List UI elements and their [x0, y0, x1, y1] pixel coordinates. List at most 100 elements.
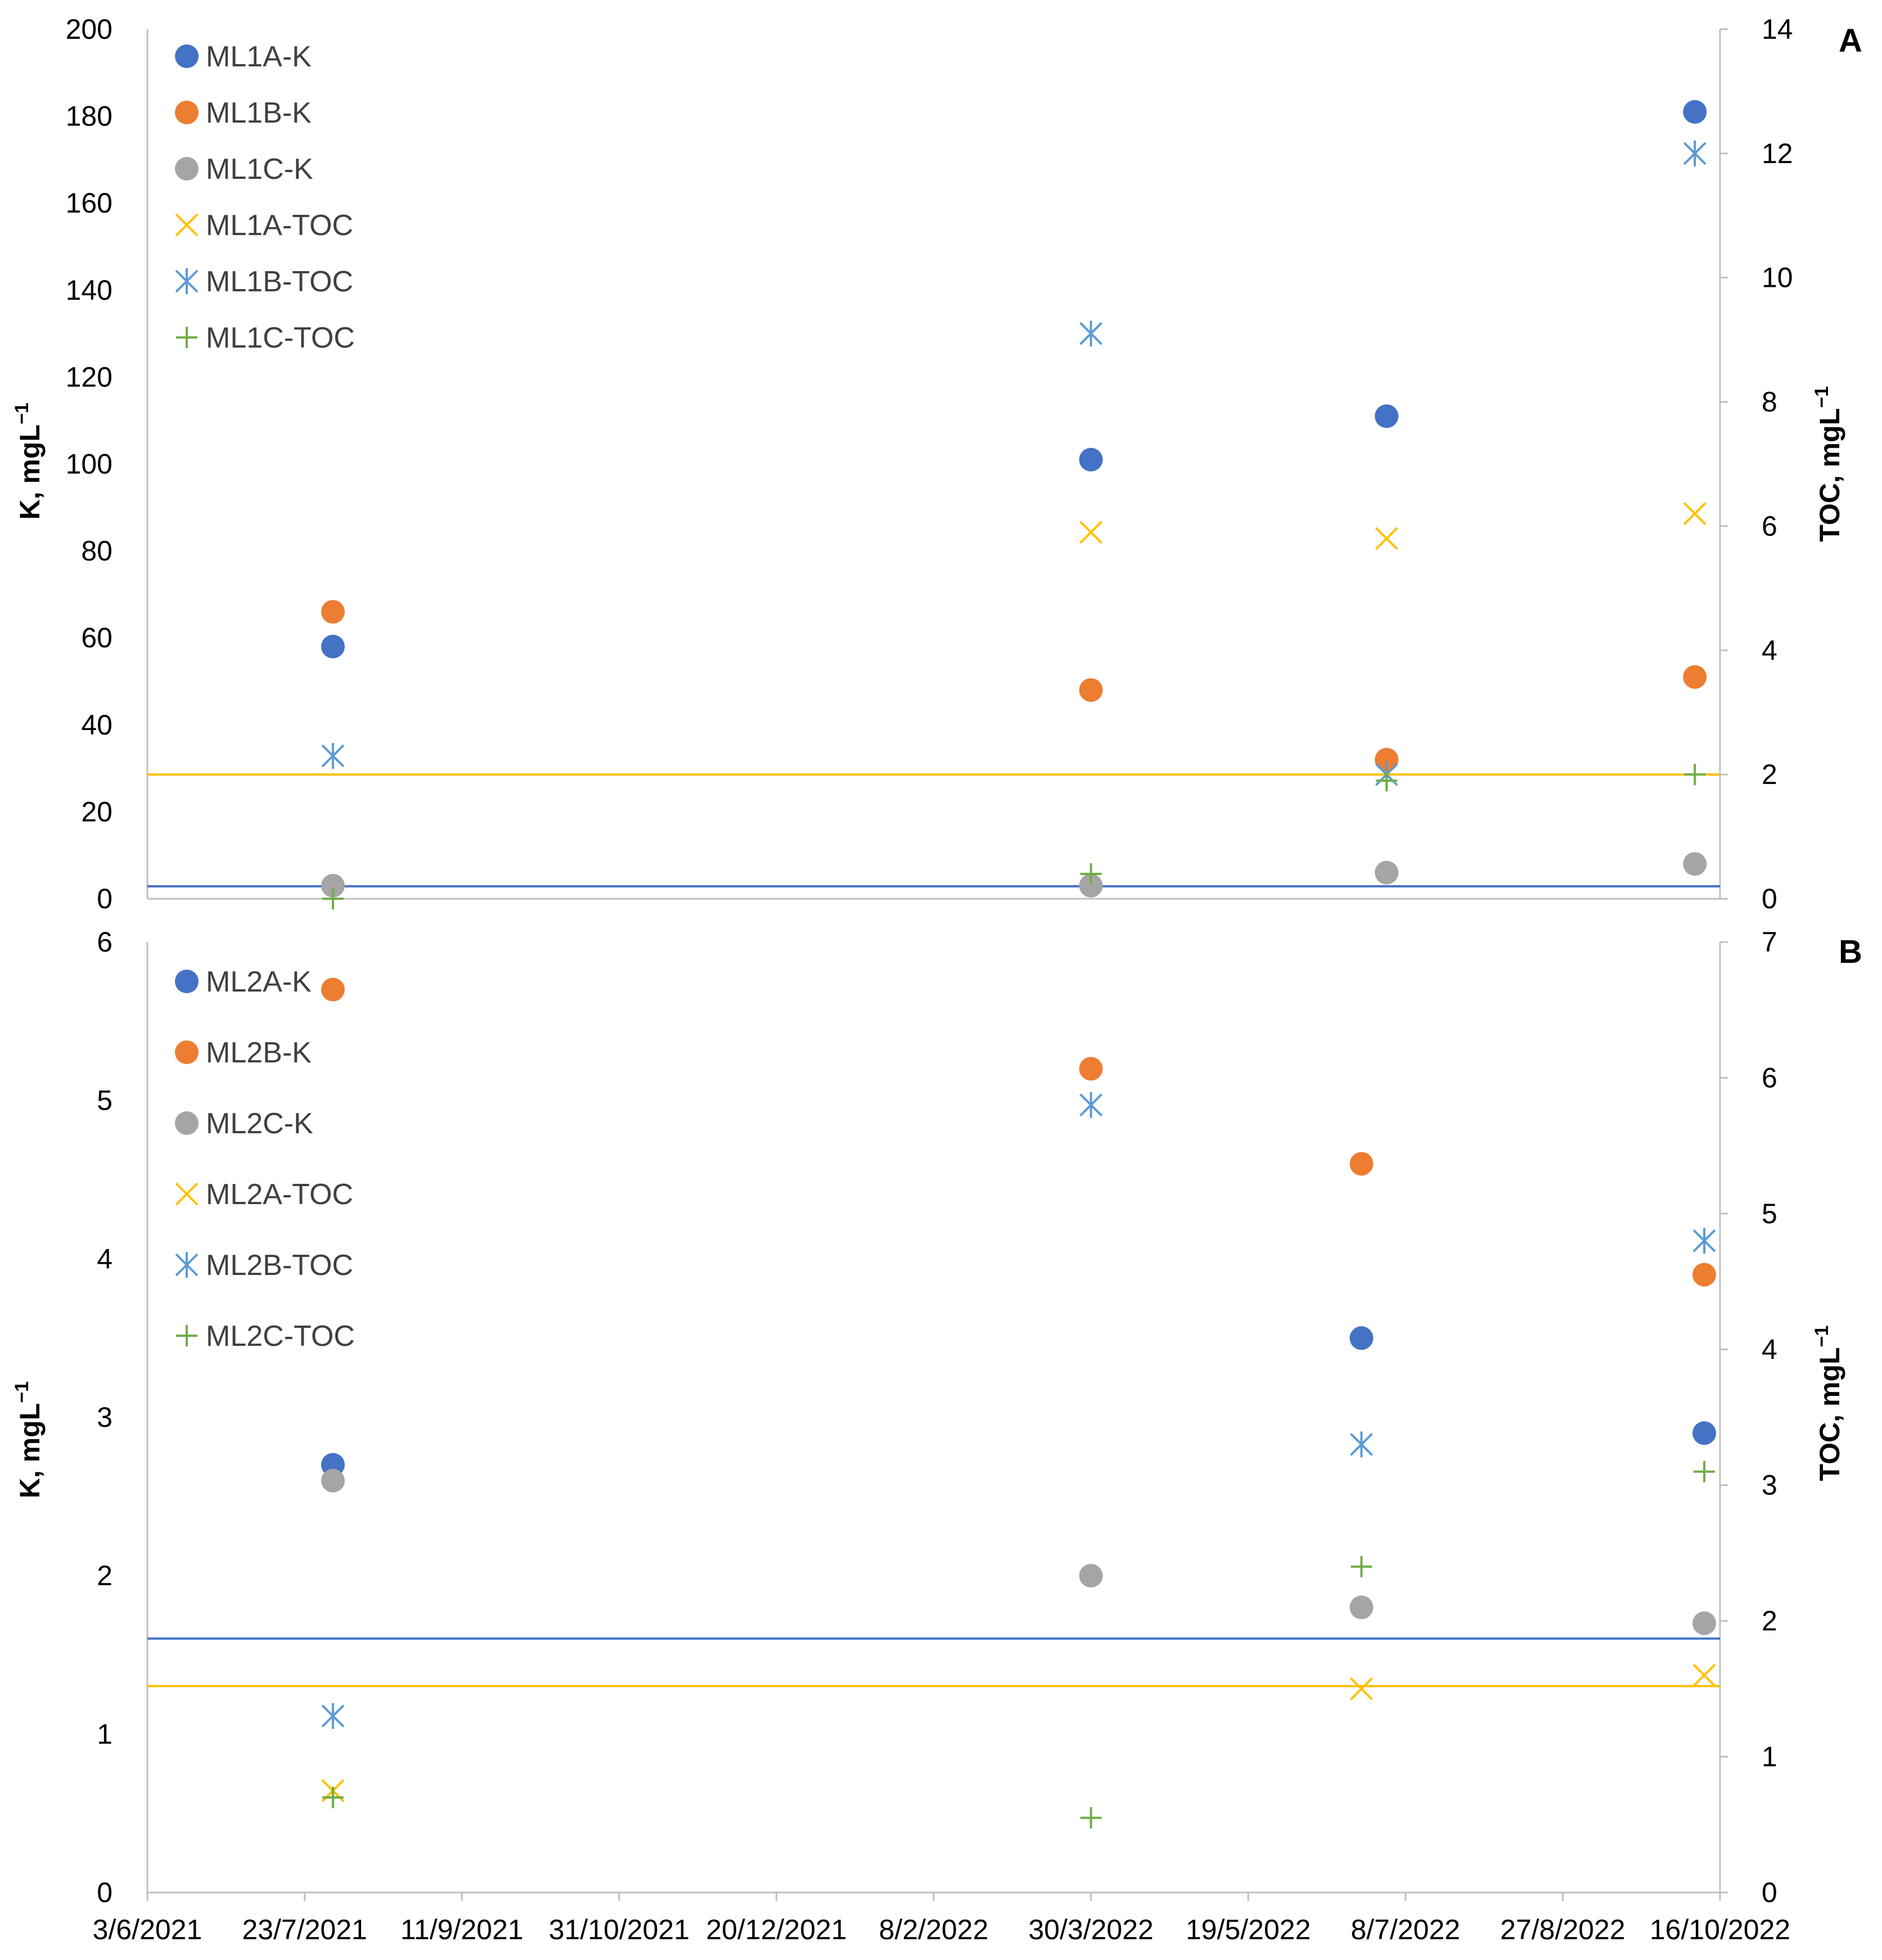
- y-right-tick-label: 5: [1762, 1198, 1777, 1229]
- y-right-tick-label: 4: [1762, 634, 1777, 666]
- x-tick-label: 30/3/2022: [1028, 1914, 1153, 1945]
- series-ml2b-toc: [321, 1092, 1716, 1729]
- y-right-tick-label: 10: [1762, 262, 1793, 294]
- y-left-tick-label: 20: [81, 796, 112, 827]
- x-tick-label: 23/7/2021: [242, 1914, 367, 1945]
- y-right-tick-label: 4: [1762, 1333, 1777, 1365]
- legend-swatch: [175, 1182, 199, 1206]
- series-ml1b-k: [321, 600, 1707, 772]
- series-ml1a-toc: [1079, 502, 1707, 550]
- y-left-tick-label: 120: [66, 361, 112, 393]
- data-point: [1683, 502, 1707, 525]
- x-tick-label: 31/10/2021: [549, 1914, 690, 1945]
- legend-label: ML1B-K: [206, 97, 312, 129]
- legend-swatch: [175, 213, 199, 237]
- series-ml2c-toc: [322, 1461, 1716, 1829]
- legend-label: ML1B-TOC: [206, 265, 353, 298]
- y-left-tick-label: 3: [97, 1402, 112, 1433]
- data-point: [1375, 860, 1399, 885]
- series-ml2b-k: [321, 977, 1717, 1287]
- legend-swatch: [175, 268, 199, 294]
- x-axis-tick-labels: 3/6/2021 23/7/2021 11/9/2021 31/10/2021 20/1…: [93, 1893, 1790, 1945]
- y-right-tick-label: 8: [1762, 386, 1777, 418]
- legend: ML1A-K ML1B-K ML1C-K ML1A-TOC ML1B-TOC ML1C-T…: [175, 40, 355, 354]
- data-point: [321, 873, 345, 898]
- y-left-tick-label: 2: [97, 1560, 112, 1592]
- data-point: [1080, 1807, 1102, 1829]
- y-left-tick-label: 0: [97, 883, 112, 914]
- data-point: [1349, 1152, 1374, 1176]
- panel-label: B: [1839, 934, 1862, 970]
- legend-swatch: [175, 970, 199, 993]
- legend-swatch: [175, 1040, 199, 1064]
- y-right-tick-label: 1: [1762, 1741, 1777, 1773]
- legend-label: ML1C-TOC: [206, 322, 355, 354]
- series-ml1c-toc: [322, 764, 1706, 909]
- data-point: [321, 743, 345, 769]
- y-right-axis-title: TOC, mgL−1: [1811, 386, 1845, 542]
- x-tick-label: 8/2/2022: [879, 1914, 989, 1945]
- legend-label: ML2C-TOC: [206, 1320, 355, 1353]
- x-tick-label: 3/6/2021: [93, 1914, 202, 1945]
- y-left-tick-label: 4: [97, 1243, 112, 1274]
- legend-swatch: [176, 1325, 197, 1346]
- y-right-tick-label: 2: [1762, 759, 1777, 790]
- legend-swatch: [175, 1111, 199, 1135]
- series-ml2a-k: [321, 1326, 1717, 1477]
- data-point: [1375, 747, 1399, 772]
- panel-a-chart: 0 20 40 60 80 100 120 140 160 180 200 0 2 4 6 8 10 12 14 K,…: [11, 13, 1862, 914]
- data-point: [1079, 873, 1103, 898]
- data-point: [1692, 1228, 1716, 1254]
- data-point: [321, 600, 345, 624]
- panel-b-chart: 0 1 2 3 4 5 6 0 1 2 3 4 5 6 7 K, mgL−1 TOC, mgL−1 B ML2A-K…: [11, 926, 1862, 1908]
- legend: ML2A-K ML2B-K ML2C-K ML2A-TOC ML2B-TOC ML2C-T…: [175, 966, 355, 1353]
- data-point: [321, 977, 345, 1002]
- data-point: [1694, 1461, 1716, 1483]
- x-tick-label: 16/10/2022: [1650, 1914, 1790, 1945]
- legend-label: ML2C-K: [206, 1107, 313, 1140]
- data-point: [1376, 770, 1398, 792]
- y-left-tick-label: 40: [81, 709, 112, 741]
- y-right-tick-label: 6: [1762, 1062, 1777, 1093]
- y-right-tick-label: 14: [1762, 13, 1793, 45]
- data-point: [1692, 1664, 1716, 1687]
- legend-label: ML1A-K: [206, 40, 312, 73]
- legend-label: ML2B-K: [206, 1037, 312, 1069]
- y-right-tick-label: 6: [1762, 510, 1777, 542]
- legend-swatch: [175, 157, 199, 181]
- y-right-tick-label: 0: [1762, 883, 1777, 914]
- y-right-tick-label: 12: [1762, 138, 1793, 169]
- data-point: [1375, 527, 1398, 550]
- data-point: [1079, 1092, 1103, 1118]
- y-left-tick-label: 140: [66, 274, 112, 306]
- legend-swatch: [175, 101, 199, 124]
- y-left-tick-label: 0: [97, 1877, 112, 1908]
- x-tick-label: 27/8/2022: [1500, 1914, 1625, 1945]
- panel-label: A: [1839, 22, 1862, 59]
- x-tick-label: 8/7/2022: [1350, 1914, 1460, 1945]
- data-point: [321, 1468, 345, 1493]
- data-point: [1350, 1431, 1373, 1458]
- data-point: [1349, 1596, 1374, 1619]
- y-right-axis-title: TOC, mgL−1: [1811, 1326, 1845, 1481]
- data-point: [321, 634, 345, 659]
- data-point: [1684, 764, 1706, 786]
- legend-swatch: [176, 327, 197, 348]
- y-left-tick-label: 160: [66, 187, 112, 219]
- data-point: [1375, 404, 1399, 428]
- legend-label: ML1A-TOC: [206, 209, 353, 242]
- data-point: [1692, 1611, 1717, 1635]
- y-left-tick-label: 60: [81, 622, 112, 654]
- data-point: [1079, 448, 1103, 472]
- y-left-tick-label: 100: [66, 448, 112, 480]
- y-left-tick-label: 1: [97, 1718, 112, 1750]
- data-point: [1079, 521, 1103, 544]
- y-right-tick-label: 7: [1762, 926, 1777, 958]
- y-left-tick-label: 80: [81, 535, 112, 567]
- data-point: [1079, 678, 1103, 702]
- data-point: [1683, 665, 1707, 689]
- data-point: [1683, 140, 1707, 166]
- data-point: [1079, 1057, 1103, 1081]
- data-point: [1350, 1677, 1373, 1701]
